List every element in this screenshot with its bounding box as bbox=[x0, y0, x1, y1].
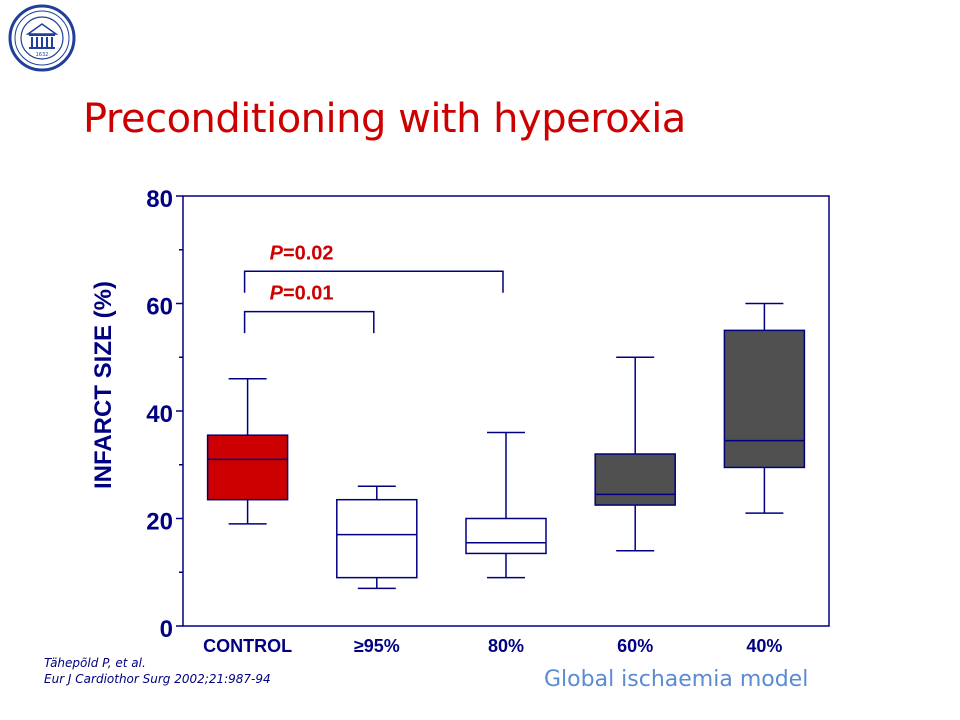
x-tick-label: CONTROL bbox=[203, 636, 292, 656]
x-tick-label: 40% bbox=[746, 636, 782, 656]
box bbox=[594, 453, 676, 506]
x-tick-label: 60% bbox=[617, 636, 653, 656]
x-tick-label: 80% bbox=[488, 636, 524, 656]
citation-authors: Tähepõld P, et al. bbox=[44, 656, 146, 670]
model-label: Global ischaemia model bbox=[544, 667, 809, 692]
y-tick-label: 20 bbox=[146, 509, 173, 536]
box bbox=[465, 517, 547, 555]
y-tick-label: 60 bbox=[146, 294, 173, 321]
y-axis-label: INFARCT SIZE (%) bbox=[90, 281, 117, 489]
box bbox=[723, 329, 806, 469]
citation-journal: Eur J Cardiothor Surg 2002;21:987-94 bbox=[44, 672, 271, 686]
y-tick-label: 80 bbox=[146, 186, 173, 213]
p-value-label: P=0.02 bbox=[270, 242, 334, 264]
x-tick-label: ≥95% bbox=[354, 636, 400, 656]
university-seal-icon: 1632 bbox=[8, 4, 76, 72]
y-tick-label: 40 bbox=[146, 401, 173, 428]
significance-bracket bbox=[243, 310, 375, 334]
box bbox=[336, 498, 418, 579]
y-tick-label: 0 bbox=[160, 616, 173, 643]
citation: Tähepõld P, et al. Eur J Cardiothor Surg… bbox=[44, 655, 271, 687]
box bbox=[206, 434, 289, 501]
p-value-label: P=0.01 bbox=[270, 283, 334, 305]
slide-title: Preconditioning with hyperoxia bbox=[83, 96, 686, 142]
svg-text:1632: 1632 bbox=[36, 52, 49, 58]
significance-bracket bbox=[243, 270, 504, 293]
